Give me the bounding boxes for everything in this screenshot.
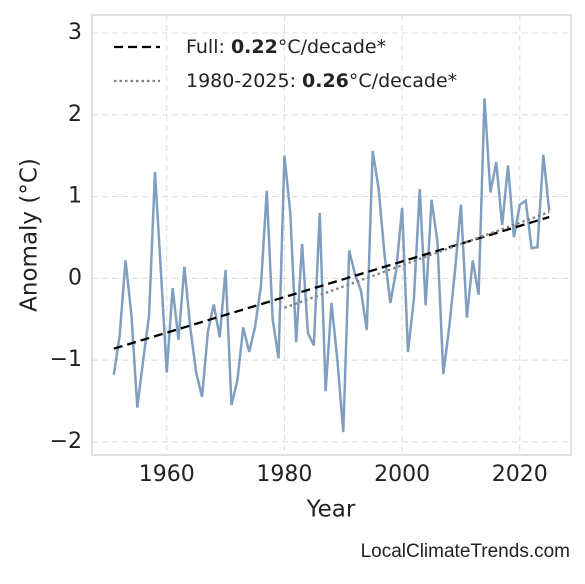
legend-text: °C/decade*: [349, 70, 457, 92]
y-tick-label: 2: [68, 102, 82, 127]
y-tick-label: −2: [50, 429, 82, 454]
y-axis-label: Anomaly (°C): [17, 158, 43, 312]
legend-label: Full: 0.22°C/decade*: [186, 36, 386, 58]
legend-text: °C/decade*: [278, 36, 386, 58]
y-tick-label: −1: [50, 347, 82, 372]
x-tick-label: 2020: [492, 462, 548, 487]
y-tick-label: 1: [68, 184, 82, 209]
y-tick-label: 3: [68, 20, 82, 45]
y-tick-label: 0: [68, 265, 82, 290]
watermark: LocalClimateTrends.com: [361, 541, 570, 562]
x-axis-label: Year: [306, 497, 356, 523]
legend-text: 1980-2025:: [186, 70, 302, 92]
x-tick-label: 2000: [374, 462, 430, 487]
x-tick-label: 1960: [139, 462, 195, 487]
legend-text: Full:: [186, 36, 231, 58]
x-tick-label: 1980: [256, 462, 312, 487]
legend-text: 0.22: [231, 36, 278, 58]
series-line: [112, 98, 551, 433]
legend-label: 1980-2025: 0.26°C/decade*: [186, 70, 457, 92]
legend-text: 0.26: [302, 70, 349, 92]
